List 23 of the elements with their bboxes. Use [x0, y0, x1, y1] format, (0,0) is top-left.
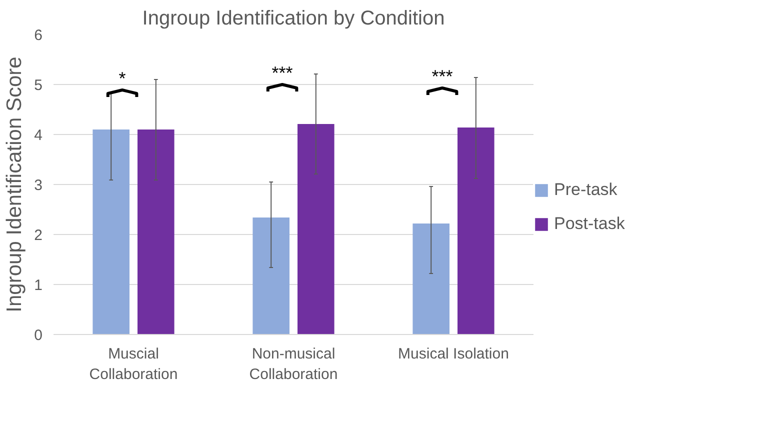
bar — [412, 224, 450, 334]
bar — [138, 130, 174, 334]
y-tick-label: 1 — [34, 277, 42, 294]
y-tick-label: 0 — [34, 327, 42, 344]
y-axis-title: Ingroup Identification Score — [3, 56, 26, 312]
annotation: * — [118, 68, 126, 88]
y-tick-label: 4 — [34, 127, 42, 144]
annotation: *** — [432, 66, 453, 86]
bar — [252, 218, 290, 334]
x-tick-label: Musical Isolation — [398, 346, 509, 362]
y-tick-label: 3 — [34, 177, 42, 194]
legend-label: Post-task — [554, 214, 626, 234]
x-tick-label: Non-musical Collaboration — [249, 346, 338, 383]
bar — [92, 130, 130, 334]
y-tick-label: 5 — [34, 77, 42, 94]
annotation: *** — [272, 63, 293, 83]
chart-title: Ingroup Identification by Condition — [142, 8, 445, 30]
x-tick-label: Muscial Collaboration — [89, 346, 178, 383]
y-tick-label: 2 — [34, 227, 42, 244]
bar — [458, 128, 494, 334]
bar — [298, 124, 334, 334]
legend-label: Pre-task — [554, 180, 618, 200]
y-tick-label: 6 — [34, 27, 42, 44]
